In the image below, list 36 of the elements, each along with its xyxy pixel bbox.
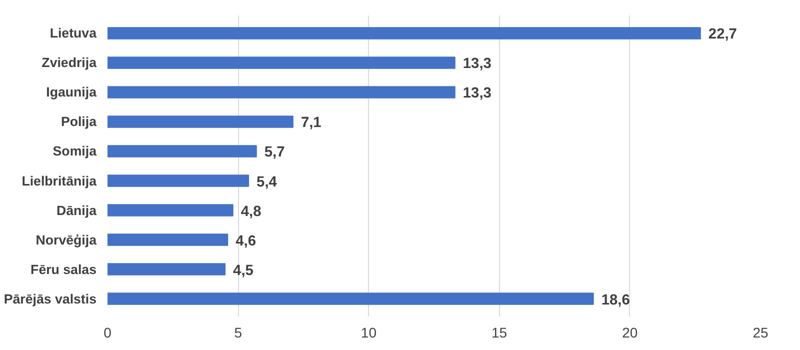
bar	[108, 116, 294, 128]
bar	[108, 86, 456, 98]
y-tick-label: Pārējās valstis	[4, 291, 97, 306]
data-label: 5,4	[256, 174, 278, 190]
y-tick-label: Igaunija	[46, 84, 98, 100]
y-tick-label: Dānija	[56, 202, 98, 218]
y-tick-label: Norvēģija	[36, 232, 98, 248]
bar	[108, 204, 234, 216]
bar	[108, 263, 226, 276]
x-tick-label: 20	[622, 324, 638, 340]
data-label: 4,6	[236, 233, 256, 250]
bar	[108, 174, 250, 187]
bar	[108, 145, 257, 158]
y-tick-label: Lielbritānija	[22, 173, 98, 188]
x-tick-label: 25	[752, 324, 768, 340]
bar	[108, 27, 701, 40]
bar	[108, 292, 594, 305]
y-tick-label: Polija	[60, 114, 98, 130]
data-label: 22,7	[708, 26, 737, 43]
y-tick-label: Lietuva	[50, 26, 98, 41]
x-tick-label: 5	[234, 324, 242, 340]
data-label: 13,3	[462, 86, 492, 102]
bar	[108, 234, 228, 246]
data-label: 4,5	[233, 262, 254, 279]
bar	[108, 56, 456, 69]
y-tick-label: Fēru salas	[30, 262, 97, 277]
data-label: 7,1	[300, 115, 322, 132]
data-label: 5,7	[264, 144, 285, 161]
x-tick-label: 0	[104, 324, 112, 340]
y-tick-label: Somija	[52, 144, 98, 159]
data-label: 18,6	[601, 292, 630, 308]
y-tick-label: Zviedrija	[42, 55, 98, 70]
data-label: 13,3	[462, 56, 492, 72]
data-label: 4,8	[240, 204, 262, 220]
x-tick-label: 15	[492, 324, 508, 340]
x-tick-label: 10	[360, 324, 377, 340]
